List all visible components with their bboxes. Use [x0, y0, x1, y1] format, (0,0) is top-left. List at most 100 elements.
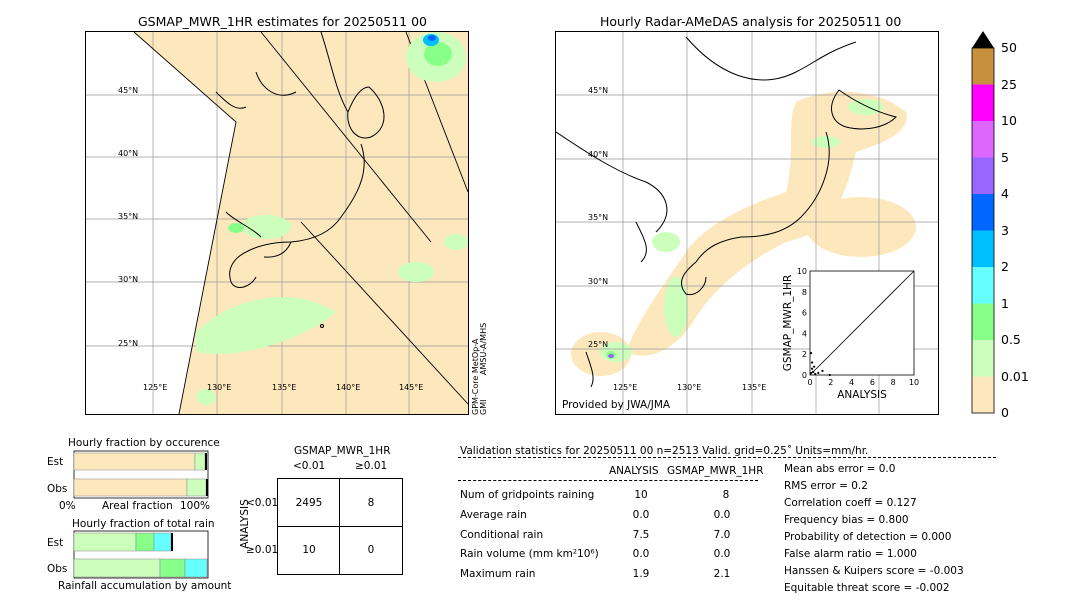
validation-header: Validation statistics for 20250511 00 n=… [460, 445, 869, 457]
scatter-point [812, 370, 815, 373]
scatter-y-tick: 4 [802, 329, 807, 338]
col-analysis: ANALYSIS [609, 465, 659, 477]
left-lat-30: 30°N [118, 275, 138, 284]
colorbar-band [972, 340, 994, 377]
stat-analysis-1: 0.0 [632, 509, 650, 521]
scatter-x-tick: 6 [870, 378, 875, 387]
cell-a: 2495 [295, 497, 323, 509]
right-lat-25: 25°N [588, 340, 608, 349]
scatter-y-tick: 0 [802, 371, 807, 380]
scatter-x-tick: 10 [909, 378, 919, 387]
left-lon-145: 145°E [399, 383, 423, 392]
occ-row-est: Est [47, 456, 64, 468]
cell-c: 10 [302, 544, 316, 556]
occurrence-bars [73, 450, 209, 499]
colorbar-tick-label: 2 [1001, 259, 1009, 274]
occurrence-title: Hourly fraction by occurence [68, 437, 220, 449]
sensor-note-1: GPM-Core MetOp-A [471, 338, 480, 415]
right-lat-30: 30°N [588, 277, 608, 286]
colorbar-band [972, 48, 994, 85]
contingency-side-label: ANALYSIS [239, 499, 251, 549]
right-map-canvas: 45°N 40°N 35°N 30°N 25°N 125°E 130°E 135… [556, 32, 938, 414]
stat-gsmap-3: 0.0 [713, 548, 731, 560]
colorbar-tick-label: 0.5 [1001, 332, 1021, 347]
scatter-x-tick: 0 [807, 378, 812, 387]
score-7: Equitable threat score = -0.002 [784, 582, 950, 594]
sensor-note-2: AMSU-A/MHS [479, 323, 488, 375]
stat-analysis-3: 0.0 [632, 548, 650, 560]
contingency-table: 2495 8 10 0 [277, 478, 403, 575]
left-lat-35: 35°N [118, 212, 138, 221]
total-rain-bars [73, 530, 209, 579]
scatter-point [814, 372, 817, 376]
cell-d: 0 [367, 544, 375, 556]
scatter-y-tick: 2 [802, 350, 807, 359]
total-rain-title: Hourly fraction of total rain [72, 518, 215, 530]
scatter-inset: 0 2 4 6 8 10 0 2 4 6 8 10 ANALYSIS GSMAP_MWR_1HR [782, 267, 919, 401]
score-5: False alarm ratio = 1.000 [784, 548, 917, 560]
colorbar-band [972, 303, 994, 340]
right-lon-125: 125°E [613, 383, 637, 392]
scatter-points [809, 352, 831, 377]
right-lon-135: 135°E [742, 383, 766, 392]
scatter-point [810, 367, 814, 370]
occ-x-right: 100% [180, 500, 211, 512]
left-map: 45°N 40°N 35°N 30°N 25°N 125°E 130°E 135… [85, 31, 469, 415]
left-lat-45: 45°N [118, 86, 138, 95]
colorbar-band [972, 230, 994, 267]
tot-xlabel: Rainfall accumulation by amount [58, 580, 232, 592]
colorbar-tick-label: 1 [1001, 295, 1009, 311]
left-lon-135: 135°E [272, 383, 296, 392]
colorbar [971, 31, 995, 414]
stat-label-3: Rain volume (mm km²10⁶) [460, 548, 599, 560]
scatter-x-tick: 8 [891, 378, 896, 387]
scatter-point [817, 371, 820, 375]
colorbar-tick-label: 0.01 [1001, 368, 1029, 384]
score-0: Mean abs error = 0.0 [784, 463, 896, 475]
scatter-point [810, 361, 814, 364]
score-2: Correlation coeff = 0.127 [784, 497, 917, 509]
scatter-point [809, 371, 813, 375]
contingency-row-lt: <0.01 [246, 497, 278, 509]
stat-analysis-0: 10 [634, 489, 648, 501]
tot-row-obs: Obs [47, 563, 68, 575]
left-lat-40: 40°N [118, 149, 138, 158]
col-gsmap: GSMAP_MWR_1HR [667, 465, 764, 477]
stat-label-4: Maximum rain [460, 568, 536, 580]
right-lon-130: 130°E [677, 383, 701, 392]
colorbar-band [972, 267, 994, 304]
colorbar-tick-label: 5 [1001, 149, 1009, 165]
occ-row-obs: Obs [47, 483, 68, 495]
tot-row-est: Est [47, 537, 64, 549]
score-4: Probability of detection = 0.000 [784, 531, 952, 543]
stat-label-0: Num of gridpoints raining [460, 489, 595, 501]
scatter-ylabel: GSMAP_MWR_1HR [782, 275, 794, 371]
scatter-y-tick: 8 [802, 288, 807, 297]
radar-credit: Provided by JWA/JMA [562, 399, 671, 411]
scatter-x-tick: 2 [828, 378, 833, 387]
colorbar-tick-label: 0 [1001, 405, 1009, 420]
right-lat-40: 40°N [588, 150, 608, 159]
contingency-side: ANALYSIS <0.01 ≥0.01 [239, 497, 278, 556]
stat-gsmap-2: 7.0 [713, 529, 731, 541]
colorbar-tick-label: 10 [1001, 113, 1017, 128]
left-lon-125: 125°E [143, 383, 167, 392]
stat-label-1: Average rain [460, 509, 527, 521]
colorbar-band [972, 157, 994, 194]
scatter-y-tick: 10 [797, 267, 807, 276]
colorbar-band [972, 194, 994, 231]
contingency-col-ge: ≥0.01 [355, 460, 388, 472]
colorbar-tick-label: 4 [1001, 186, 1009, 201]
cell-b: 8 [367, 497, 375, 509]
left-lon-140: 140°E [336, 383, 360, 392]
scatter-y-tick: 6 [802, 309, 807, 318]
right-lat-35: 35°N [588, 213, 608, 222]
colorbar-tick-label: 25 [1001, 76, 1017, 92]
occ-x-left: 0% [59, 500, 76, 512]
colorbar-tick-label: 3 [1001, 222, 1009, 238]
left-map-title: GSMAP_MWR_1HR estimates for 20250511 00 [138, 14, 427, 29]
colorbar-band [972, 376, 994, 413]
scatter-x-tick: 4 [849, 378, 854, 387]
scatter-point [813, 365, 816, 368]
scatter-ticks: 0 2 4 6 8 10 0 2 4 6 8 10 [797, 267, 919, 387]
